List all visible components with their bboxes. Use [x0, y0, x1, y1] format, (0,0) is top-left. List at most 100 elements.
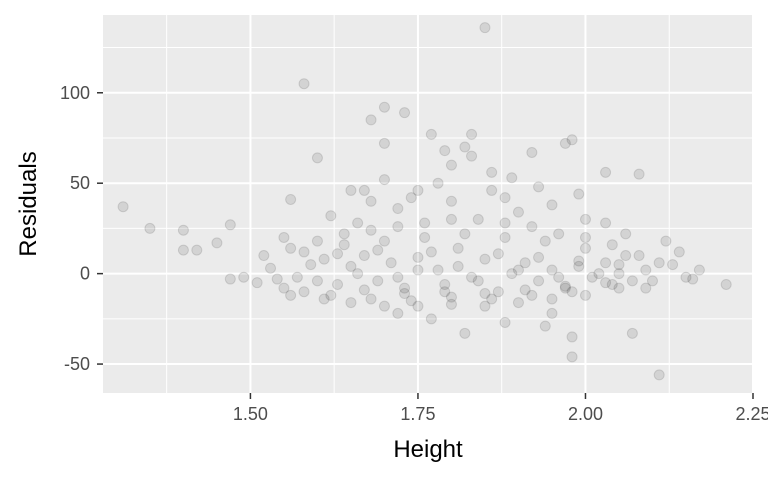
data-point [251, 277, 263, 289]
grid-minor [103, 15, 753, 393]
data-point [439, 145, 451, 157]
data-point [358, 284, 370, 296]
data-point [546, 264, 558, 276]
x-tick-label: 2.00 [568, 404, 603, 424]
data-point [479, 253, 491, 265]
data-point [378, 174, 390, 186]
data-point [459, 141, 471, 153]
data-point [526, 289, 538, 301]
data-point [439, 286, 451, 298]
data-point [365, 293, 377, 305]
data-point [432, 177, 444, 189]
data-point [573, 255, 585, 267]
data-point [278, 231, 290, 243]
data-point [486, 293, 498, 305]
data-point [533, 181, 545, 193]
data-point [358, 250, 370, 262]
data-point [298, 286, 310, 298]
x-axis-ticks: 1.50 1.75 2.00 2.25 [233, 393, 768, 424]
data-point [419, 217, 431, 229]
x-axis-title: Height [393, 436, 463, 463]
data-point [499, 316, 511, 328]
data-point [372, 244, 384, 256]
data-point [412, 264, 424, 276]
data-point [519, 284, 531, 296]
x-tick-label: 1.50 [233, 404, 268, 424]
data-point [600, 277, 612, 289]
data-point [392, 271, 404, 283]
data-point [392, 307, 404, 319]
data-point [399, 288, 411, 300]
data-point [566, 286, 578, 298]
data-point [606, 239, 618, 251]
data-point [519, 257, 531, 269]
data-point [633, 250, 645, 262]
data-point [646, 275, 658, 287]
data-points [117, 22, 732, 381]
x-tick-label: 1.75 [400, 404, 435, 424]
data-point [566, 331, 578, 343]
data-point [687, 273, 699, 285]
data-point [553, 271, 565, 283]
data-point [459, 228, 471, 240]
grid-major [103, 15, 754, 393]
data-point [720, 278, 732, 290]
data-point [499, 217, 511, 229]
data-point [479, 300, 491, 312]
data-point [600, 166, 612, 178]
data-point [378, 235, 390, 247]
data-point [526, 146, 538, 158]
data-point [238, 271, 250, 283]
data-point [385, 257, 397, 269]
data-point [559, 137, 571, 149]
data-point [680, 271, 692, 283]
data-point [258, 250, 270, 262]
data-point [512, 297, 524, 309]
data-point [285, 193, 297, 205]
data-point [365, 195, 377, 207]
data-point [600, 217, 612, 229]
data-point [459, 327, 471, 339]
data-point [492, 248, 504, 260]
data-point [546, 199, 558, 211]
data-point [285, 289, 297, 301]
data-point [573, 260, 585, 272]
data-point [311, 235, 323, 247]
data-point [332, 248, 344, 260]
data-point [378, 300, 390, 312]
data-point [452, 242, 464, 254]
data-point [559, 280, 571, 292]
data-point [285, 242, 297, 254]
data-point [432, 264, 444, 276]
data-point [613, 282, 625, 294]
data-point [613, 268, 625, 280]
data-point [479, 22, 491, 34]
data-point [405, 192, 417, 204]
data-point [325, 289, 337, 301]
data-point [653, 257, 665, 269]
data-point [412, 184, 424, 196]
data-point [539, 320, 551, 332]
data-point [673, 246, 685, 258]
data-point [378, 101, 390, 113]
data-point [533, 275, 545, 287]
data-point [579, 242, 591, 254]
data-point [338, 239, 350, 251]
y-tick-label: 0 [80, 264, 90, 284]
data-point [566, 351, 578, 363]
data-point [573, 188, 585, 200]
data-point [399, 282, 411, 294]
data-point [392, 221, 404, 233]
x-tick-label: 2.25 [735, 404, 768, 424]
data-point [620, 250, 632, 262]
data-point [311, 275, 323, 287]
y-tick-label: 100 [60, 83, 90, 103]
data-point [579, 231, 591, 243]
data-point [445, 298, 457, 310]
data-point [466, 128, 478, 140]
data-point [345, 297, 357, 309]
y-tick-label: 50 [70, 173, 90, 193]
data-point [445, 213, 457, 225]
data-point [693, 264, 705, 276]
data-point [439, 278, 451, 290]
